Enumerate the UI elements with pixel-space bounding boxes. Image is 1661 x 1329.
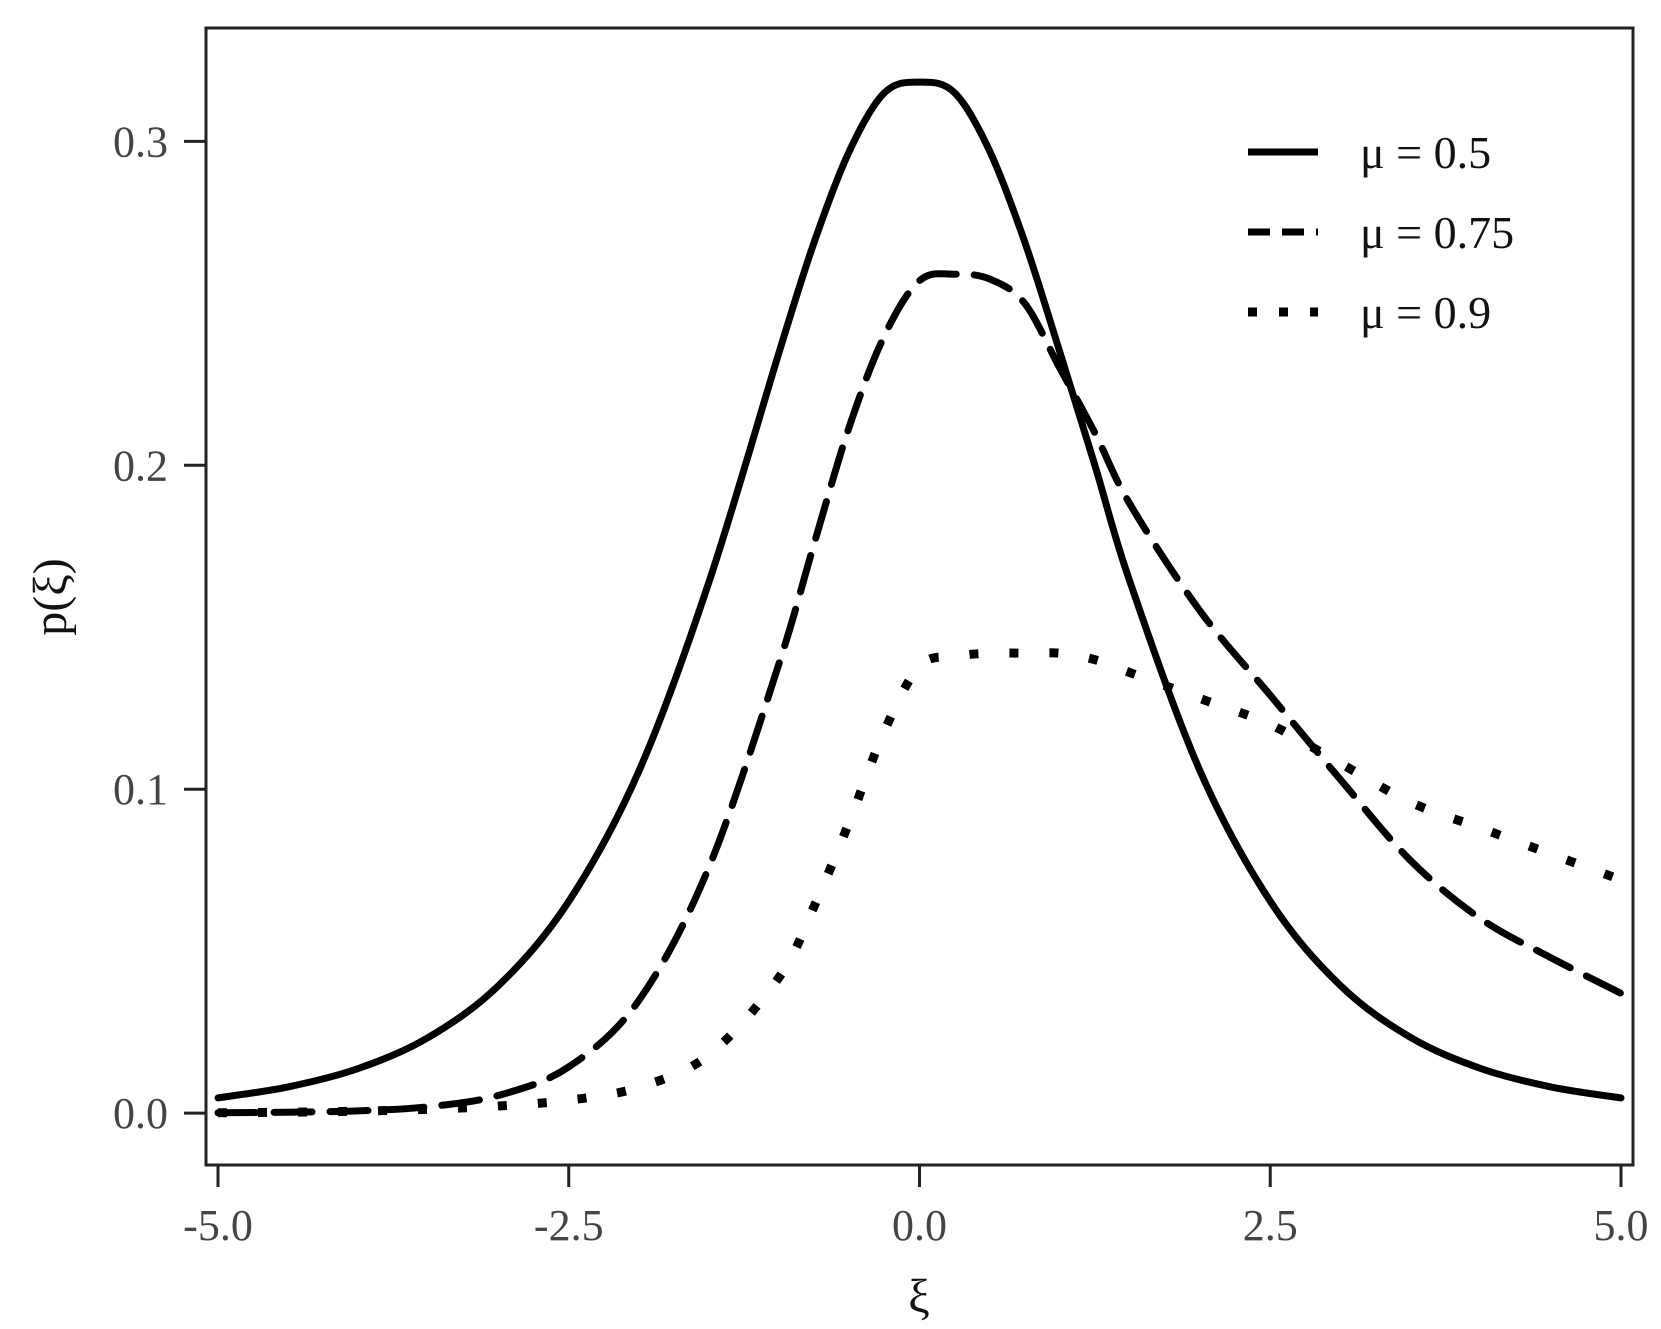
y-tick-label: 0.0 [113,1089,168,1138]
x-axis-title: ξ [908,1270,929,1323]
x-tick-label: 0.0 [892,1201,947,1250]
y-tick-label: 0.2 [113,441,168,490]
legend: μ = 0.5 μ = 0.75 μ = 0.9 [1248,127,1514,338]
x-tick-label: -2.5 [534,1201,604,1250]
x-tick-label: -5.0 [183,1201,253,1250]
x-tick-label: 5.0 [1594,1201,1649,1250]
series-line-2 [214,270,1625,1117]
series-line-1 [214,78,1625,1102]
y-axis-title: p(ξ) [24,558,77,635]
series-lines [214,78,1625,1118]
legend-label-2: μ = 0.75 [1360,207,1514,258]
x-tick-label: 2.5 [1243,1201,1298,1250]
y-axis-ticks: 0.0 0.1 0.2 0.3 [113,117,206,1138]
legend-label-1: μ = 0.5 [1360,127,1491,178]
legend-label-3: μ = 0.9 [1360,287,1491,338]
x-axis-ticks: -5.0 -2.5 0.0 2.5 5.0 [183,1165,1649,1250]
series-line-3 [217,648,1623,1118]
y-tick-label: 0.3 [113,117,168,166]
y-tick-label: 0.1 [113,765,168,814]
plot-frame [204,26,1635,1167]
